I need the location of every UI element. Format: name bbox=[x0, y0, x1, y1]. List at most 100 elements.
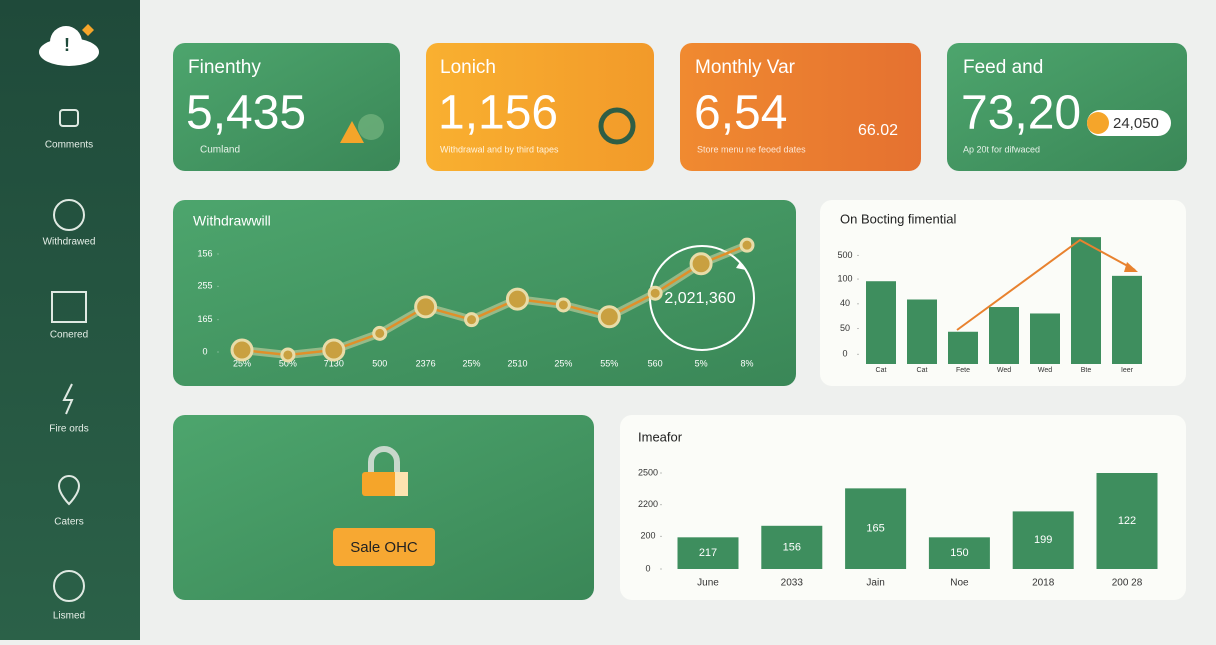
icon bbox=[598, 107, 636, 145]
x-tick-label: June bbox=[697, 578, 719, 589]
x-tick-label: 55% bbox=[600, 358, 618, 368]
lock-icon bbox=[362, 446, 408, 496]
button-label[interactable]: Sale OHC bbox=[350, 539, 418, 556]
x-tick-label: 560 bbox=[648, 358, 663, 368]
icon bbox=[358, 114, 384, 140]
nav-label: Conered bbox=[50, 330, 88, 341]
bar bbox=[1030, 313, 1060, 364]
sidebar bbox=[0, 0, 140, 640]
svg-text:!: ! bbox=[64, 35, 70, 55]
point bbox=[322, 338, 346, 362]
point bbox=[230, 338, 254, 362]
bar bbox=[845, 488, 907, 569]
point bbox=[464, 312, 480, 328]
x-tick-label: 25% bbox=[233, 358, 251, 368]
stat-note: Ap 20t for difwaced bbox=[963, 144, 1040, 154]
stat-title: Monthly Var bbox=[695, 57, 796, 78]
button[interactable] bbox=[333, 528, 435, 566]
y-tick-label: 200 bbox=[640, 531, 655, 541]
x-tick-label: Cat bbox=[917, 367, 928, 374]
icon bbox=[62, 383, 74, 415]
bar bbox=[907, 299, 937, 364]
stat-title: Finenthy bbox=[188, 57, 261, 78]
nav-label: Caters bbox=[54, 517, 83, 528]
arrow-head bbox=[736, 262, 746, 270]
stat-card bbox=[947, 43, 1187, 171]
y-tick-label: 40 bbox=[840, 298, 850, 308]
nav-label: Fire ords bbox=[49, 424, 88, 435]
stat-badge: 66.02 bbox=[858, 122, 898, 139]
icon bbox=[53, 199, 85, 231]
x-tick-label: Jain bbox=[866, 578, 884, 589]
x-tick-label: Wed bbox=[1038, 367, 1052, 374]
center-label: 2,021,360 bbox=[664, 290, 735, 307]
x-tick-label: Cat bbox=[876, 367, 887, 374]
point bbox=[372, 325, 388, 341]
badge bbox=[1087, 110, 1171, 136]
x-tick-label: 500 bbox=[372, 358, 387, 368]
nav-label: Comments bbox=[45, 140, 93, 151]
value-label: 150 bbox=[950, 547, 968, 559]
bar bbox=[1012, 511, 1074, 569]
stat-note: Store menu ne feoed dates bbox=[697, 144, 806, 154]
stat-card bbox=[680, 43, 921, 171]
nav-label: Lismed bbox=[53, 611, 85, 622]
stat-title: Feed and bbox=[963, 57, 1043, 78]
y-tick-label: 100 bbox=[837, 273, 852, 283]
bar bbox=[761, 525, 823, 569]
x-tick-label: 50% bbox=[279, 358, 297, 368]
value-label: 199 bbox=[1034, 534, 1052, 546]
x-tick-label: Wed bbox=[997, 367, 1011, 374]
bar bbox=[928, 537, 990, 569]
x-tick-label: Bte bbox=[1081, 367, 1092, 374]
x-tick-label: 7130 bbox=[324, 358, 344, 368]
stat-value: 1,156 bbox=[438, 87, 558, 140]
value-label: 122 bbox=[1118, 515, 1136, 527]
lock-panel bbox=[173, 415, 594, 600]
x-tick-label: Noe bbox=[950, 578, 969, 589]
y-tick-label: 0 bbox=[645, 563, 650, 573]
point bbox=[414, 295, 438, 319]
y-tick-label: 50 bbox=[840, 323, 850, 333]
icon bbox=[1087, 112, 1109, 134]
icon bbox=[59, 109, 79, 127]
chart-title: Imeafor bbox=[638, 429, 683, 444]
arrow-head bbox=[1124, 262, 1138, 272]
nav-label: Withdrawed bbox=[43, 237, 96, 248]
y-tick-label: 2500 bbox=[638, 467, 658, 477]
y-tick-label: 0 bbox=[202, 346, 207, 356]
value-label: 217 bbox=[699, 547, 717, 559]
y-tick-label: 156 bbox=[197, 248, 212, 258]
y-tick-label: 2200 bbox=[638, 499, 658, 509]
value-label: 156 bbox=[783, 541, 801, 553]
x-tick-label: 200 28 bbox=[1112, 578, 1143, 589]
trend-line bbox=[956, 238, 1136, 331]
point bbox=[280, 347, 296, 363]
bar bbox=[1112, 275, 1142, 364]
x-tick-label: 2510 bbox=[507, 358, 527, 368]
x-tick-label: Ieer bbox=[1121, 367, 1134, 374]
stat-title: Lonich bbox=[440, 57, 496, 78]
bar bbox=[677, 537, 739, 569]
x-tick-label: 2018 bbox=[1032, 578, 1055, 589]
logo: ! bbox=[39, 24, 99, 66]
stat-note: Cumland bbox=[200, 145, 240, 156]
icon bbox=[53, 570, 85, 602]
point bbox=[597, 305, 621, 329]
y-tick-label: 0 bbox=[842, 349, 847, 359]
point bbox=[739, 237, 755, 253]
stat-card bbox=[426, 43, 654, 171]
bar bbox=[948, 331, 978, 364]
stat-value: 5,435 bbox=[186, 87, 306, 140]
stat-value: 6,54 bbox=[694, 87, 787, 140]
x-tick-label: 2376 bbox=[416, 358, 436, 368]
x-tick-label: 5% bbox=[695, 358, 708, 368]
point bbox=[647, 285, 663, 301]
x-tick-label: 8% bbox=[740, 358, 753, 368]
y-tick-label: 500 bbox=[837, 250, 852, 260]
point bbox=[689, 252, 713, 276]
x-tick-label: 2033 bbox=[781, 578, 804, 589]
point bbox=[555, 297, 571, 313]
stat-value: 73,20 bbox=[961, 87, 1081, 140]
x-tick-label: 25% bbox=[554, 358, 572, 368]
